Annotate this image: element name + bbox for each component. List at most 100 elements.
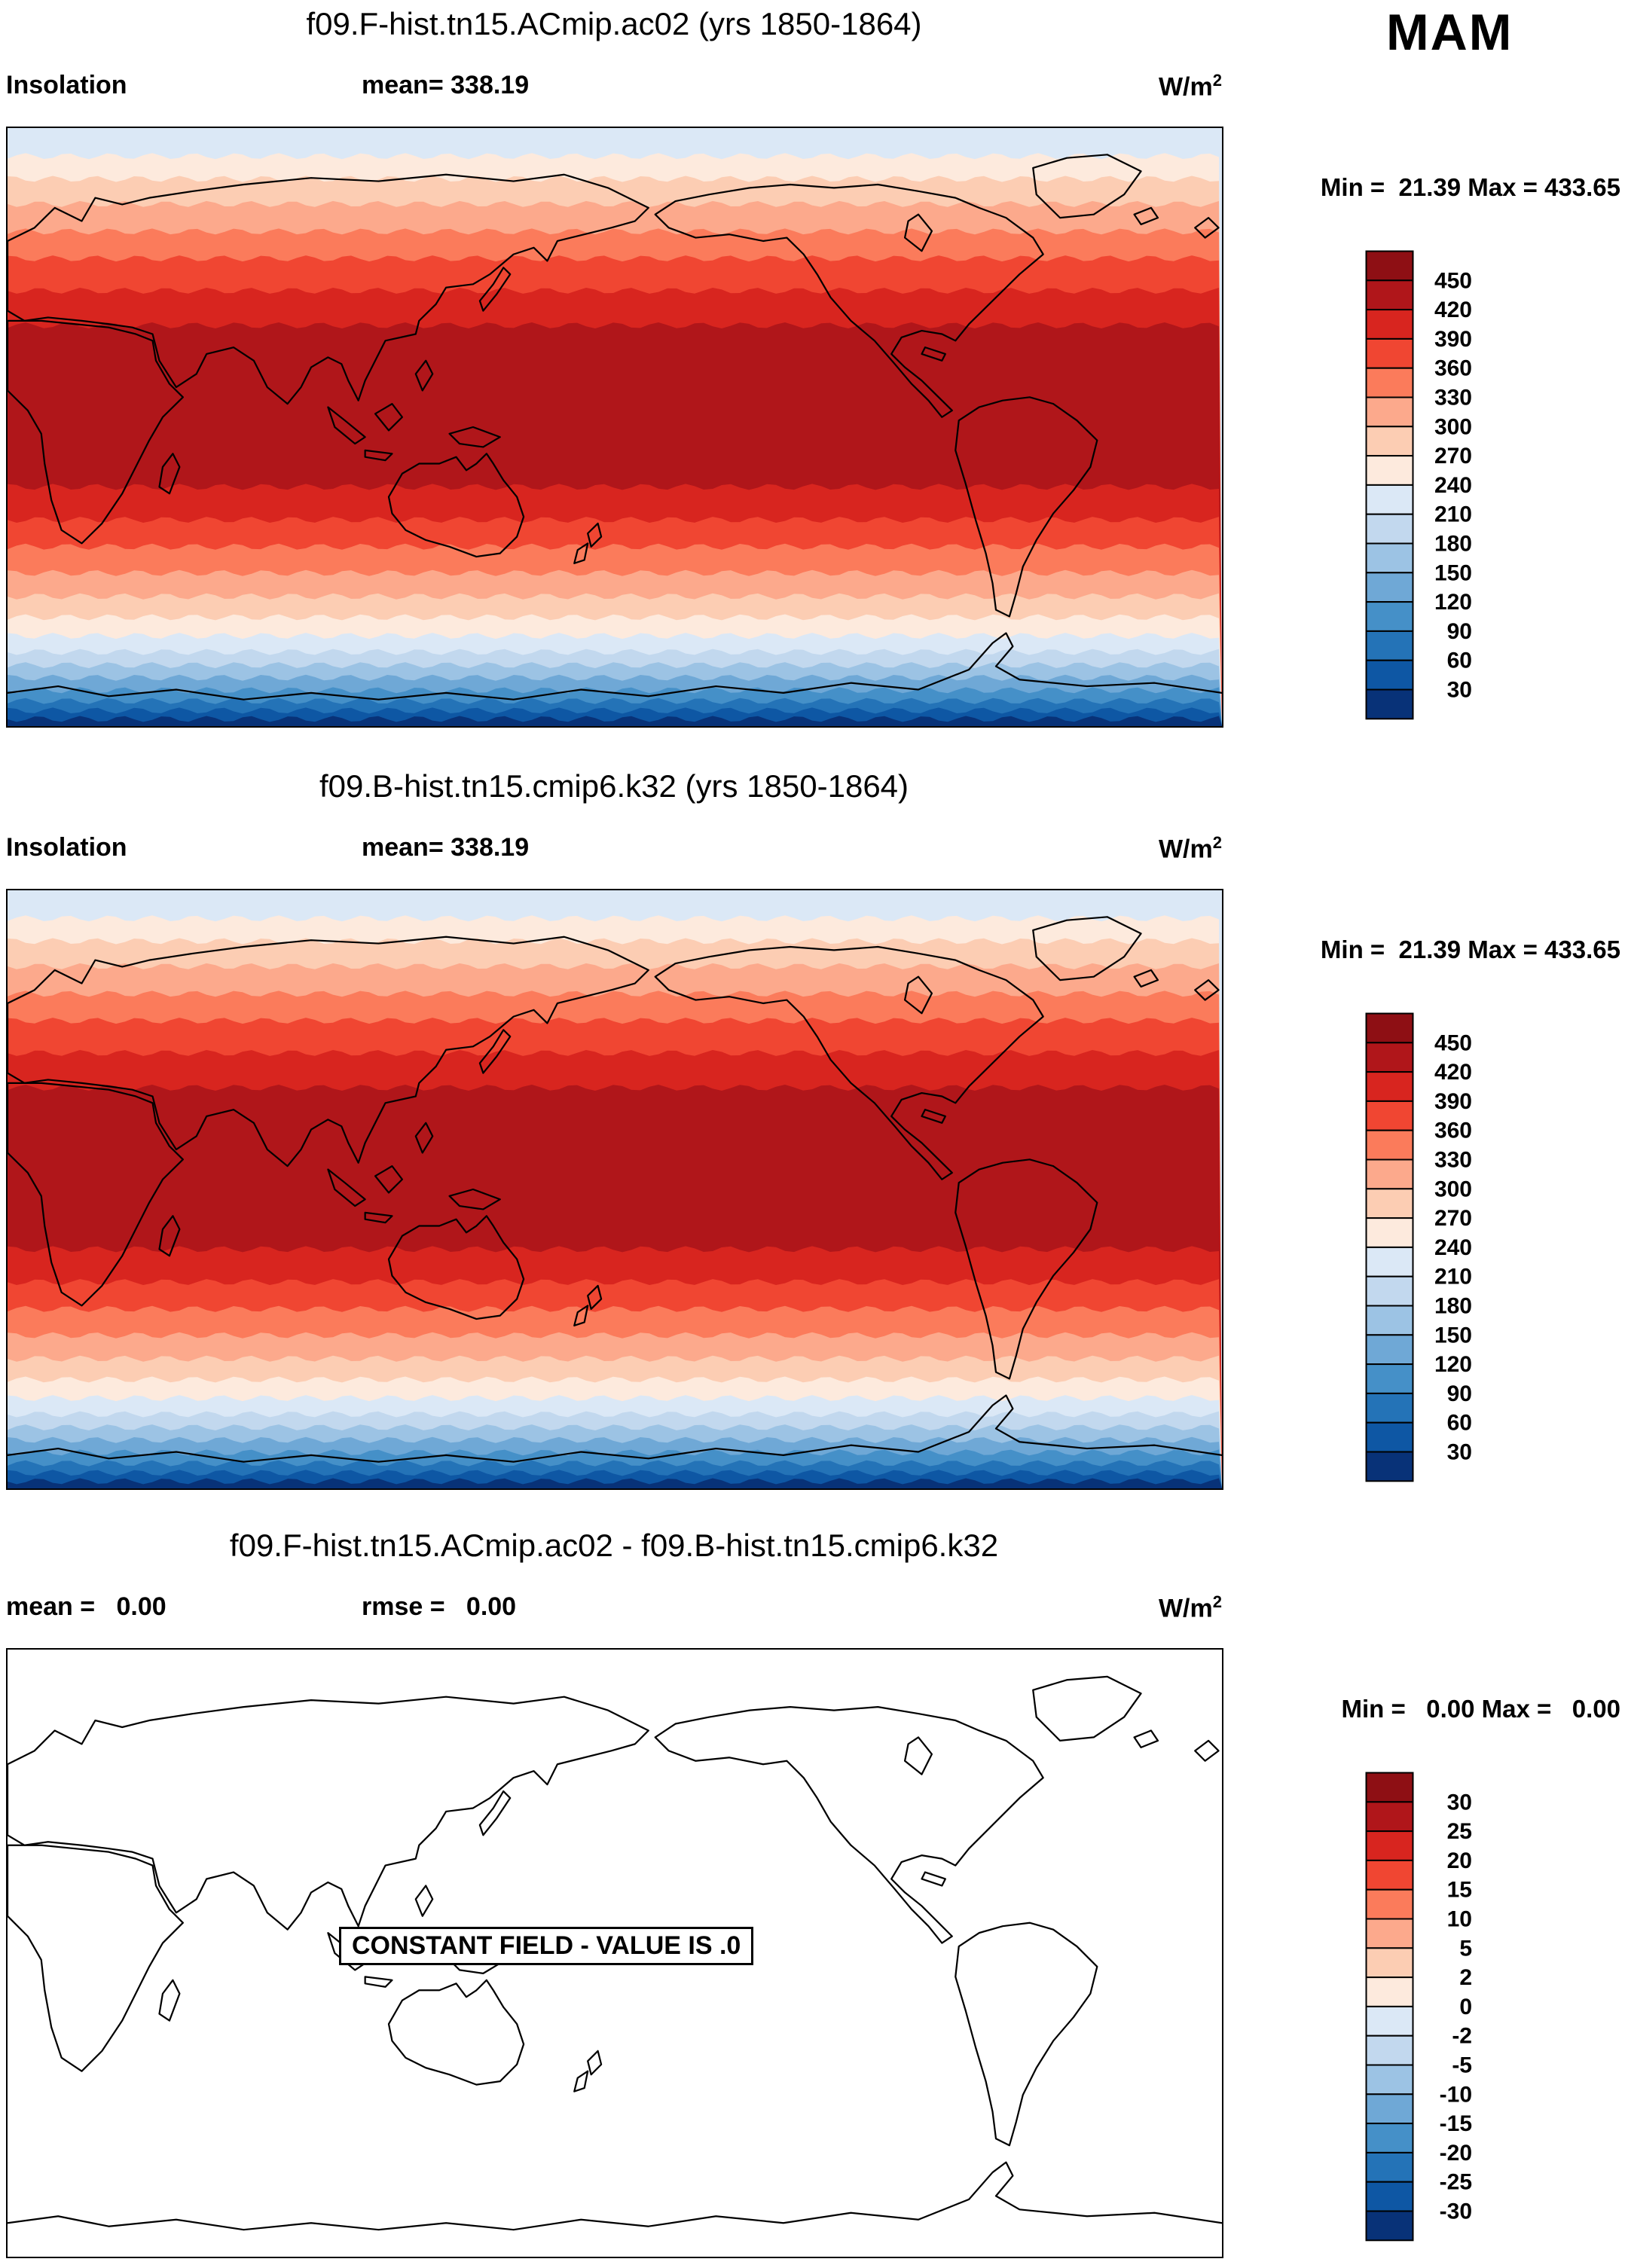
colorbar-cell	[1365, 1158, 1414, 1190]
colorbar-cell	[1365, 1830, 1414, 1861]
colorbar-tick-label: -5	[1452, 2053, 1472, 2078]
units-base: W/m	[1158, 835, 1213, 864]
colorbar-tick-label: -15	[1440, 2111, 1472, 2136]
colorbar-cell	[1365, 2181, 1414, 2212]
panel-difference: f09.F-hist.tn15.ACmip.ac02 - f09.B-hist.…	[0, 1522, 1625, 2267]
colorbar-cell	[1365, 1392, 1414, 1424]
colorbar-cell	[1365, 367, 1414, 398]
panel-case1: f09.F-hist.tn15.ACmip.ac02 (yrs 1850-186…	[0, 0, 1625, 757]
colorbar-tick-label: 25	[1447, 1819, 1472, 1844]
colorbar-cell	[1365, 1275, 1414, 1307]
colorbar-tick-label: 360	[1434, 356, 1472, 381]
colorbar-tick-label: 210	[1434, 1265, 1472, 1290]
colorbar-tick-label: 450	[1434, 1030, 1472, 1055]
colorbar-cell	[1365, 1421, 1414, 1453]
panel2-units-label: W/m2	[1077, 833, 1222, 864]
colorbar-cell	[1365, 309, 1414, 340]
colorbar-tick-label: -2	[1452, 2024, 1472, 2049]
colorbar-cell	[1365, 1012, 1414, 1044]
colorbar-cell	[1365, 2005, 1414, 2037]
colorbar-case2: 450 420 390 360 330 300 270 240 210 180 150 120 90 60…	[1365, 1012, 1472, 1482]
map-case1	[6, 127, 1223, 728]
colorbar-cell	[1365, 1451, 1414, 1482]
colorbar-cell	[1365, 1801, 1414, 1833]
colorbar-tick-label: 390	[1434, 327, 1472, 352]
colorbar-cell	[1365, 1772, 1414, 1803]
panel2-mean-label: mean= 338.19	[362, 833, 530, 862]
colorbar-cell	[1365, 1976, 1414, 2007]
colorbar-tick-label: 30	[1447, 1440, 1472, 1465]
colorbar-tick-label: 60	[1447, 1411, 1472, 1436]
colorbar-tick-label: 420	[1434, 1060, 1472, 1085]
colorbar-tick-label: 450	[1434, 268, 1472, 293]
colorbar-tick-label: -10	[1440, 2082, 1472, 2107]
colorbar-tick-label: 120	[1434, 590, 1472, 615]
colorbar-case1: 450 420 390 360 330 300 270 240 210 180 150 120 90 60…	[1365, 250, 1472, 720]
colorbar-tick-label: 180	[1434, 1294, 1472, 1319]
colorbar-tick-label: 15	[1447, 1878, 1472, 1903]
colorbar-cell	[1365, 1042, 1414, 1073]
colorbar-tick-label: 5	[1459, 1936, 1472, 1961]
units-exponent: 2	[1212, 1592, 1222, 1611]
colorbar-tick-label: 30	[1447, 1790, 1472, 1815]
units-exponent: 2	[1212, 833, 1222, 852]
colorbar-tick-label: 90	[1447, 619, 1472, 644]
colorbar-cell	[1365, 659, 1414, 691]
colorbar-tick-label: 240	[1434, 473, 1472, 498]
colorbar-cell	[1365, 279, 1414, 311]
colorbar-tick-label: 2	[1459, 1965, 1472, 1990]
colorbar-cell	[1365, 1305, 1414, 1336]
lat-band	[8, 716, 1222, 726]
colorbar-tick-label: -30	[1440, 2199, 1472, 2224]
map-case1-svg	[8, 128, 1222, 726]
colorbar-tick-label: 210	[1434, 502, 1472, 527]
panel1-title: f09.F-hist.tn15.ACmip.ac02 (yrs 1850-186…	[306, 6, 922, 41]
panel2-title: f09.B-hist.tn15.cmip6.k32 (yrs 1850-1864…	[319, 768, 909, 804]
panel2-field-label: Insolation	[6, 833, 127, 862]
colorbar-cell	[1365, 426, 1414, 457]
lat-band	[8, 1478, 1222, 1488]
colorbar-tick-label: 180	[1434, 532, 1472, 557]
colorbar-tick-label: 10	[1447, 1907, 1472, 1932]
panel2-minmax-label: Min = 21.39 Max = 433.65	[1320, 936, 1620, 963]
colorbar-tick-label: 360	[1434, 1119, 1472, 1143]
colorbar-tick-label: 300	[1434, 1177, 1472, 1201]
panel1-minmax-label: Min = 21.39 Max = 433.65	[1320, 173, 1620, 201]
colorbar-cell	[1365, 572, 1414, 603]
colorbar-cell	[1365, 601, 1414, 632]
colorbar-cell	[1365, 337, 1414, 369]
colorbar-cell	[1365, 630, 1414, 661]
colorbar-cell	[1365, 455, 1414, 486]
panel3-minmax-label: Min = 0.00 Max = 0.00	[1341, 1695, 1620, 1723]
colorbar-tick-label: 60	[1447, 649, 1472, 673]
panel1-mean-label: mean= 338.19	[362, 71, 530, 99]
colorbar-tick-label: 120	[1434, 1352, 1472, 1377]
colorbar-cell	[1365, 396, 1414, 428]
colorbar-tick-label: 390	[1434, 1089, 1472, 1114]
colorbar-cell	[1365, 1188, 1414, 1219]
colorbar-tick-label: 330	[1434, 1148, 1472, 1173]
colorbar-cell	[1365, 1918, 1414, 1949]
colorbar-cell	[1365, 250, 1414, 282]
colorbar-tick-label: 90	[1447, 1381, 1472, 1406]
colorbar-tick-label: 0	[1459, 1995, 1472, 2019]
map-case2-svg	[8, 890, 1222, 1488]
insolation-bands	[8, 128, 1222, 726]
colorbar-cell	[1365, 2123, 1414, 2154]
colorbar-cell	[1365, 1859, 1414, 1891]
constant-field-label: CONSTANT FIELD - VALUE IS .0	[339, 1927, 754, 1965]
panel3-mean-label: mean = 0.00	[6, 1592, 166, 1621]
colorbar-tick-label: 300	[1434, 414, 1472, 439]
colorbar-tick-label: 420	[1434, 298, 1472, 322]
colorbar-tick-label: 150	[1434, 1323, 1472, 1348]
panel-case2: f09.B-hist.tn15.cmip6.k32 (yrs 1850-1864…	[0, 762, 1625, 1519]
colorbar-cell	[1365, 1363, 1414, 1394]
units-base: W/m	[1158, 72, 1213, 102]
colorbar-tick-label: -25	[1440, 2170, 1472, 2195]
colorbar-cell	[1365, 2034, 1414, 2066]
colorbar-cell	[1365, 1888, 1414, 1920]
insolation-bands	[8, 890, 1222, 1488]
colorbar-cell	[1365, 2210, 1414, 2242]
